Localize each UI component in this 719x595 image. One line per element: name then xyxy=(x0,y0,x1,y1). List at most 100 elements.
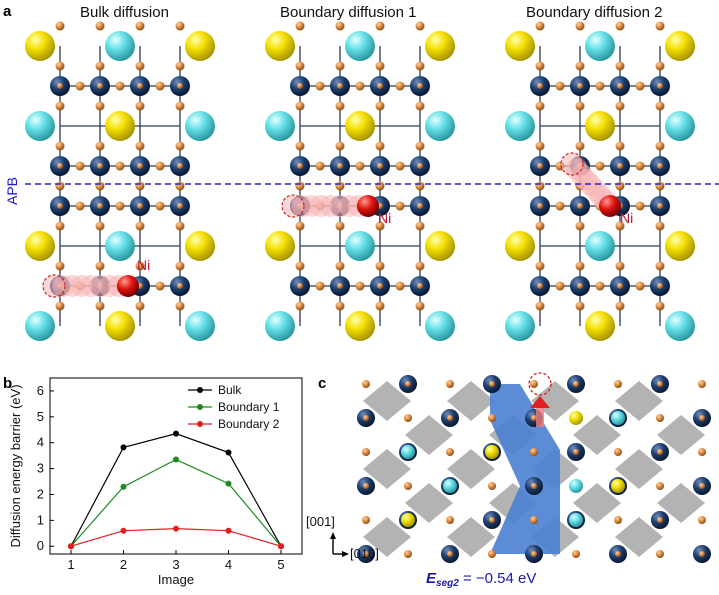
a-site-yellow-atom xyxy=(105,111,135,141)
ni-label-boundary-2: Ni xyxy=(620,210,633,226)
oxygen-atom xyxy=(55,61,65,71)
oxygen-atom xyxy=(135,301,145,311)
series-point-2 xyxy=(278,543,284,550)
oxygen-atom xyxy=(535,221,545,231)
a-site-yellow-atom xyxy=(425,31,455,61)
oxygen-atom xyxy=(415,301,425,311)
a-site-cyan-atom xyxy=(569,479,583,493)
legend-marker xyxy=(197,387,203,393)
series-point-2 xyxy=(120,527,127,534)
a-site-yellow-atom xyxy=(611,479,625,493)
oxygen-atom xyxy=(615,301,625,311)
b-site-center xyxy=(57,83,63,89)
oxygen-atom xyxy=(135,261,145,271)
x-axis-label: Image xyxy=(158,572,194,587)
vacancy-marker xyxy=(42,274,66,298)
apb-label: APB xyxy=(4,177,20,205)
oxygen-atom xyxy=(355,281,365,291)
legend: Bulk Boundary 1 Boundary 2 xyxy=(188,383,280,431)
oxygen-atom xyxy=(535,301,545,311)
legend-label: Bulk xyxy=(218,383,242,397)
oxygen-atom xyxy=(656,482,664,490)
x-tick-label: 1 xyxy=(67,557,74,572)
b-site-center xyxy=(573,449,579,455)
oxygen-atom xyxy=(555,201,565,211)
octahedron xyxy=(405,483,453,523)
oxygen-atom xyxy=(415,61,425,71)
series-point-1 xyxy=(173,456,179,463)
oxygen-atom xyxy=(75,161,85,171)
segregation-arrow-shaft xyxy=(536,407,544,427)
b-site-center xyxy=(489,381,495,387)
oxygen-atom xyxy=(698,516,706,524)
oxygen-atom xyxy=(175,21,185,31)
oxygen-atom xyxy=(615,21,625,31)
a-site-cyan-atom xyxy=(425,111,455,141)
oxygen-atom xyxy=(315,161,325,171)
oxygen-atom xyxy=(395,201,405,211)
oxygen-atom xyxy=(362,380,370,388)
oxygen-atom xyxy=(55,141,65,151)
y-tick-label: 4 xyxy=(37,435,44,450)
subpanel-title-bulk: Bulk diffusion xyxy=(80,4,169,21)
b-site-center xyxy=(177,283,183,289)
oxygen-atom xyxy=(614,380,622,388)
oxygen-atom xyxy=(655,101,665,111)
y-tick-label: 0 xyxy=(37,538,44,553)
legend-label: Boundary 1 xyxy=(218,400,280,414)
oxygen-atom xyxy=(375,261,385,271)
oxygen-atom xyxy=(415,221,425,231)
oxygen-atom xyxy=(155,201,165,211)
series-point-2 xyxy=(225,527,232,534)
oxygen-atom xyxy=(175,101,185,111)
octahedron xyxy=(657,483,705,523)
oxygen-atom xyxy=(615,181,625,191)
oxygen-atom xyxy=(635,281,645,291)
y-tick-label: 5 xyxy=(37,409,44,424)
subpanel-title-boundary-2: Boundary diffusion 2 xyxy=(526,4,663,21)
a-site-cyan-atom xyxy=(585,31,615,61)
oxygen-atom xyxy=(655,181,665,191)
oxygen-atom xyxy=(615,141,625,151)
series-point-1 xyxy=(225,480,232,487)
oxygen-atom xyxy=(95,61,105,71)
x-tick-label: 3 xyxy=(172,557,179,572)
oxygen-atom xyxy=(535,261,545,271)
y-ticks: 0 1 2 3 4 5 6 xyxy=(37,383,54,553)
oxygen-atom xyxy=(295,301,305,311)
a-site-cyan-atom xyxy=(665,311,695,341)
oxygen-atom xyxy=(535,181,545,191)
oxygen-atom xyxy=(488,414,496,422)
b-site-center xyxy=(97,163,103,169)
series-point-2 xyxy=(68,543,74,550)
oxygen-atom xyxy=(535,141,545,151)
oxygen-atom xyxy=(404,550,412,558)
a-site-yellow-atom xyxy=(585,311,615,341)
oxygen-atom xyxy=(295,101,305,111)
y-tick-label: 2 xyxy=(37,486,44,501)
b-site-center xyxy=(363,483,369,489)
b-site-center xyxy=(657,381,663,387)
octahedron xyxy=(447,517,495,557)
oxygen-atom xyxy=(655,141,665,151)
oxygen-atom xyxy=(135,61,145,71)
oxygen-atom xyxy=(415,261,425,271)
series-point-0 xyxy=(225,449,232,456)
b-site-center xyxy=(177,203,183,209)
oxygen-atom xyxy=(446,448,454,456)
oxygen-atom xyxy=(315,281,325,291)
a-site-yellow-atom xyxy=(185,31,215,61)
b-site-center xyxy=(417,283,423,289)
a-site-yellow-atom xyxy=(185,231,215,261)
oxygen-atom xyxy=(375,101,385,111)
oxygen-atom xyxy=(295,21,305,31)
octahedron xyxy=(657,415,705,455)
oxygen-atom xyxy=(135,181,145,191)
a-site-cyan-atom xyxy=(345,31,375,61)
a-site-cyan-atom xyxy=(265,311,295,341)
oxygen-atom xyxy=(55,261,65,271)
oxygen-atom xyxy=(698,448,706,456)
a-site-cyan-atom xyxy=(425,311,455,341)
a-site-cyan-atom xyxy=(569,513,583,527)
oxygen-atom xyxy=(415,101,425,111)
